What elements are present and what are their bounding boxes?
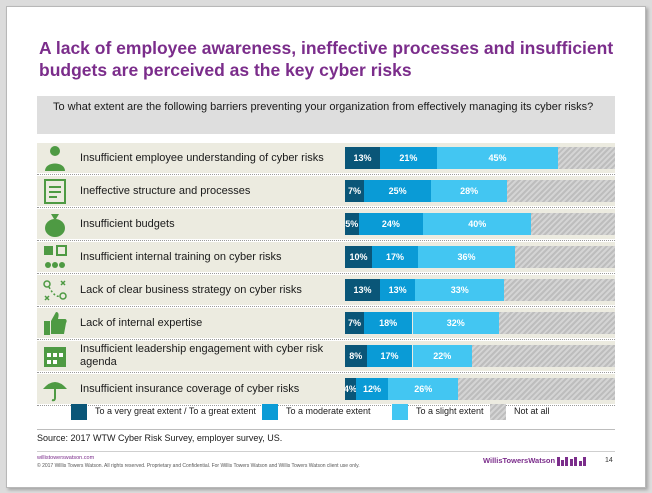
row-divider: [37, 273, 615, 274]
bar-segment-great: 7%: [345, 312, 364, 334]
bar-segment-moderate: 18%: [363, 312, 413, 334]
bar-segment-slight: 33%: [415, 279, 505, 301]
slide-title: A lack of employee awareness, ineffectiv…: [39, 38, 614, 80]
survey-question: To what extent are the following barrier…: [53, 101, 594, 113]
legend-swatch-slight: [392, 404, 408, 420]
category-label: Insufficient employee understanding of c…: [80, 151, 324, 164]
bar-segment-great: 7%: [345, 180, 364, 202]
legend-label-slight: To a slight extent: [416, 406, 484, 416]
strategy-icon: [43, 280, 67, 301]
bar-segment-moderate: 25%: [363, 180, 432, 202]
bar-segment-not-at-all: [498, 312, 615, 334]
row-divider: [37, 405, 615, 406]
legend-swatch-great: [71, 404, 87, 420]
category-label: Insufficient insurance coverage of cyber…: [80, 382, 300, 395]
footer-url: willistowerswatson.com: [37, 455, 95, 461]
umbrella-icon: [43, 382, 67, 402]
footer-divider: [37, 451, 615, 452]
row-divider: [37, 240, 615, 241]
checklist-icon: [44, 179, 66, 204]
footer-copyright: © 2017 Willis Towers Watson. All rights …: [37, 463, 360, 469]
category-label: Insufficient internal training on cyber …: [80, 250, 282, 263]
row-divider: [37, 339, 615, 340]
training-icon: [44, 245, 67, 268]
page-number: 14: [605, 457, 613, 464]
calendar-icon: [44, 347, 66, 367]
row-divider: [37, 174, 615, 175]
category-label: Ineffective structure and processes: [80, 184, 251, 197]
category-label: Insufficient leadership engagement with …: [80, 343, 324, 368]
bar-segment-great: 5%: [345, 213, 359, 235]
category-label: Lack of internal expertise: [80, 316, 203, 329]
bar-segment-slight: 45%: [436, 147, 559, 169]
bar-segment-slight: 22%: [412, 345, 472, 367]
bar-segment-moderate: 12%: [355, 378, 389, 400]
bar-segment-great: 10%: [345, 246, 372, 268]
legend-swatch-not-at-all: [490, 404, 506, 420]
bar-segment-great: 4%: [344, 378, 357, 400]
bar-segment-slight: 26%: [388, 378, 459, 400]
legend-swatch-moderate: [262, 404, 278, 420]
bar-segment-not-at-all: [515, 246, 615, 268]
bar-segment-great: 8%: [345, 345, 367, 367]
legend-label-not-at-all: Not at all: [514, 406, 550, 416]
bar-segment-not-at-all: [504, 279, 615, 301]
source-note: Source: 2017 WTW Cyber Risk Survey, empl…: [37, 433, 283, 443]
question-band: To what extent are the following barrier…: [37, 96, 615, 134]
bar-segment-slight: 32%: [412, 312, 499, 334]
bar-segment-not-at-all: [558, 147, 615, 169]
category-label: Insufficient budgets: [80, 217, 175, 230]
source-divider: [37, 429, 615, 430]
bar-segment-slight: 36%: [417, 246, 516, 268]
bar-segment-slight: 28%: [431, 180, 507, 202]
bar-segment-moderate: 17%: [366, 345, 413, 367]
bar-segment-not-at-all: [458, 378, 615, 400]
bar-segment-slight: 40%: [423, 213, 532, 235]
money-bag-icon: [45, 214, 65, 237]
bar-segment-moderate: 13%: [380, 279, 416, 301]
thumbs-up-icon: [44, 312, 67, 335]
bar-segment-moderate: 24%: [358, 213, 424, 235]
bar-segment-moderate: 17%: [372, 246, 418, 268]
legend-label-great: To a very great extent / To a great exte…: [95, 406, 256, 416]
row-divider: [37, 207, 615, 208]
brand-name: WillisTowersWatson: [483, 456, 556, 465]
bar-segment-not-at-all: [531, 213, 615, 235]
row-divider: [37, 306, 615, 307]
bar-segment-not-at-all: [507, 180, 615, 202]
bar-segment-not-at-all: [471, 345, 615, 367]
bar-segment-great: 13%: [345, 147, 381, 169]
bar-segment-great: 13%: [345, 279, 381, 301]
category-label: Lack of clear business strategy on cyber…: [80, 283, 302, 296]
slide: A lack of employee awareness, ineffectiv…: [6, 6, 646, 488]
bar-segment-moderate: 21%: [380, 147, 437, 169]
row-divider: [37, 372, 615, 373]
brand-logo-mark: [557, 457, 586, 466]
legend-label-moderate: To a moderate extent: [286, 406, 371, 416]
person-icon: [45, 146, 65, 171]
